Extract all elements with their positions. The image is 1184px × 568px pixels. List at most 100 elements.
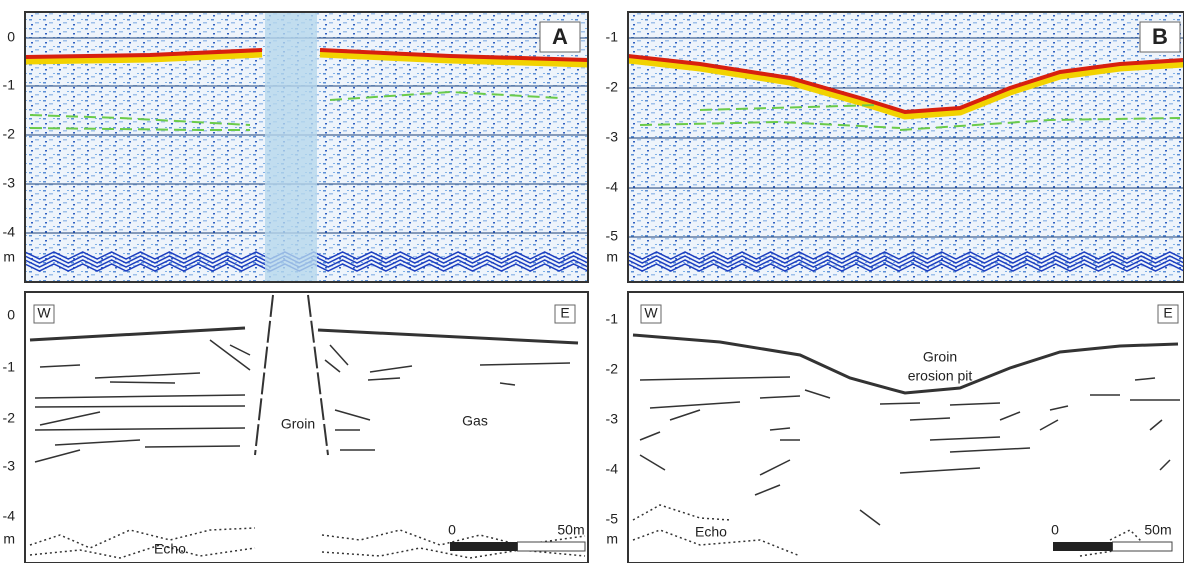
reflector-line: [479, 362, 571, 366]
seismic-background: [628, 12, 1184, 282]
depth-unit: m: [606, 531, 618, 547]
groin-column: [265, 12, 317, 282]
reflector-line: [1149, 419, 1163, 431]
depth-tick-label: -2: [3, 126, 16, 142]
seabed-halo: [319, 48, 589, 68]
depth-tick-label: -1: [606, 29, 619, 45]
reflector: [329, 90, 561, 101]
reflector-line: [759, 395, 801, 399]
reflector-line: [324, 359, 341, 373]
seabed-halo: [627, 54, 1184, 120]
scale-label: 0: [1051, 522, 1059, 538]
panel-label: A: [552, 24, 568, 49]
label-box: [554, 304, 576, 324]
reflector-line: [209, 339, 251, 371]
reflector: [29, 127, 250, 131]
echo-line: [29, 527, 256, 549]
reflector-line: [754, 484, 781, 496]
seabed-line: [29, 326, 246, 342]
reflector-line: [109, 381, 176, 384]
depth-tick-label: -3: [3, 175, 16, 191]
depth-tick-label: -2: [606, 79, 619, 95]
reflector-line: [859, 509, 881, 526]
reflector-line: [804, 389, 831, 399]
reflector-line: [499, 382, 516, 386]
annotation: Groin: [281, 416, 315, 432]
depth-tick-label: -3: [606, 411, 619, 427]
reflector-line: [54, 439, 141, 446]
panel-label-box: [539, 21, 581, 53]
reflector-line: [94, 372, 201, 379]
depth-tick-label: -3: [606, 129, 619, 145]
scale-bar-dark: [450, 542, 518, 551]
depth-tick-label: -5: [606, 228, 619, 244]
east-label: E: [560, 305, 569, 321]
panel-frame: [627, 291, 1184, 564]
reflector-line: [229, 344, 251, 356]
reflector-line: [334, 409, 371, 421]
scale-label: 50m: [557, 522, 584, 538]
seabed-halo: [24, 48, 263, 65]
groin-edge: [254, 294, 274, 456]
depth-tick-label: 0: [7, 29, 15, 45]
east-label: E: [1163, 305, 1172, 321]
panel-frame: [24, 11, 589, 283]
echo-reflector: [627, 255, 1184, 264]
depth-unit: m: [606, 249, 618, 265]
depth-tick-label: -3: [3, 458, 16, 474]
seabed-line: [632, 333, 1179, 395]
label-box: [1157, 304, 1179, 324]
echo-reflector: [627, 263, 1184, 272]
echo-line: [632, 529, 801, 557]
scale-bar-dark: [1053, 542, 1113, 551]
reflector-line: [34, 405, 246, 408]
reflector-line: [39, 411, 101, 426]
reflector-line: [909, 417, 951, 421]
scale-label: 0: [448, 522, 456, 538]
reflector-line: [144, 445, 241, 448]
annotation: Gas: [462, 413, 488, 429]
reflector: [29, 114, 251, 126]
scale-bar-light: [517, 541, 586, 552]
echo-reflector: [627, 251, 1184, 260]
echo-line: [1079, 549, 1121, 557]
echo-reflector: [627, 259, 1184, 268]
reflector-line: [639, 454, 666, 471]
reflector-line: [34, 427, 246, 431]
reflector-line: [649, 401, 741, 409]
seabed-reflector: [319, 48, 589, 62]
depth-tick-label: -2: [3, 410, 16, 426]
depth-tick-label: -1: [3, 77, 16, 93]
echo-line: [632, 504, 731, 521]
reflector-line: [1159, 459, 1171, 471]
reflector-line: [34, 449, 81, 463]
reflector-line: [759, 459, 791, 476]
depth-tick-label: -1: [606, 311, 619, 327]
scale-bar-light: [1112, 541, 1173, 552]
reflector-line: [1049, 405, 1069, 411]
echo-line: [29, 544, 256, 559]
seabed-reflector: [627, 54, 1184, 115]
depth-tick-label: -4: [606, 179, 619, 195]
reflector-line: [949, 402, 1001, 406]
reflector-line: [929, 436, 1001, 441]
depth-unit: m: [3, 249, 15, 265]
reflector-line: [769, 427, 791, 431]
reflector-line: [369, 365, 413, 373]
west-label: W: [644, 305, 658, 321]
reflector-line: [329, 344, 349, 366]
annotation: erosion pit: [908, 368, 973, 384]
reflector-line: [1039, 419, 1059, 431]
reflector-line: [1134, 377, 1156, 381]
depth-tick-label: -5: [606, 511, 619, 527]
reflector: [699, 104, 881, 111]
reflector-line: [367, 377, 401, 381]
reflector-line: [39, 364, 81, 368]
reflector-line: [639, 376, 791, 381]
reflector-line: [669, 409, 701, 421]
reflector-line: [949, 447, 1031, 453]
scale-label: 50m: [1144, 522, 1171, 538]
west-label: W: [37, 305, 51, 321]
